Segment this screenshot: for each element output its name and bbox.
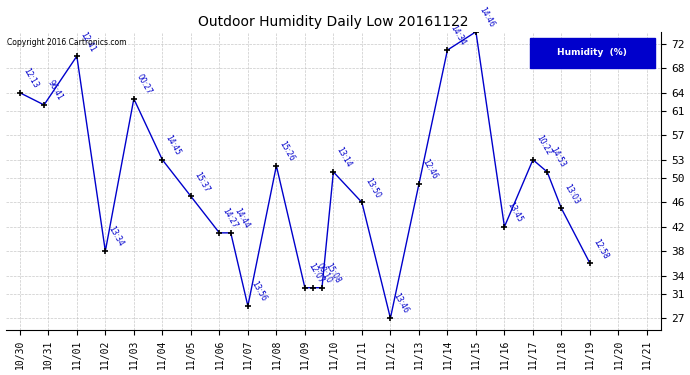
- Text: 15:26: 15:26: [278, 140, 297, 163]
- Text: Copyright 2016 Cartronics.com: Copyright 2016 Cartronics.com: [7, 38, 126, 47]
- Title: Outdoor Humidity Daily Low 20161122: Outdoor Humidity Daily Low 20161122: [198, 15, 469, 29]
- FancyBboxPatch shape: [530, 38, 655, 68]
- Text: 12:58: 12:58: [591, 237, 610, 261]
- Text: 14:44: 14:44: [232, 207, 251, 230]
- Text: 14:53: 14:53: [549, 146, 567, 169]
- Text: 96:41: 96:41: [46, 79, 64, 102]
- Text: 12:46: 12:46: [420, 158, 439, 182]
- Text: 13:14: 13:14: [335, 146, 353, 169]
- Text: 14:27: 14:27: [221, 207, 239, 230]
- Text: 14:45: 14:45: [164, 134, 182, 157]
- Text: 14:34: 14:34: [448, 24, 468, 47]
- Text: 00:10: 00:10: [315, 261, 333, 285]
- Text: 14:46: 14:46: [477, 6, 496, 29]
- Text: 12:13: 12:13: [21, 67, 40, 90]
- Text: 13:34: 13:34: [107, 225, 126, 248]
- Text: 15:37: 15:37: [193, 170, 211, 194]
- Text: 13:56: 13:56: [249, 280, 268, 303]
- Text: 13:50: 13:50: [364, 176, 382, 200]
- Text: 13:45: 13:45: [506, 201, 524, 224]
- Text: 12:41: 12:41: [78, 30, 97, 53]
- Text: 13:03: 13:03: [563, 182, 582, 206]
- Text: 15:08: 15:08: [324, 262, 342, 285]
- Text: 00:27: 00:27: [135, 73, 154, 96]
- Text: 13:46: 13:46: [392, 292, 411, 315]
- Text: 10:22: 10:22: [534, 134, 553, 157]
- Text: 12:07: 12:07: [306, 262, 325, 285]
- Text: Humidity  (%): Humidity (%): [558, 48, 627, 57]
